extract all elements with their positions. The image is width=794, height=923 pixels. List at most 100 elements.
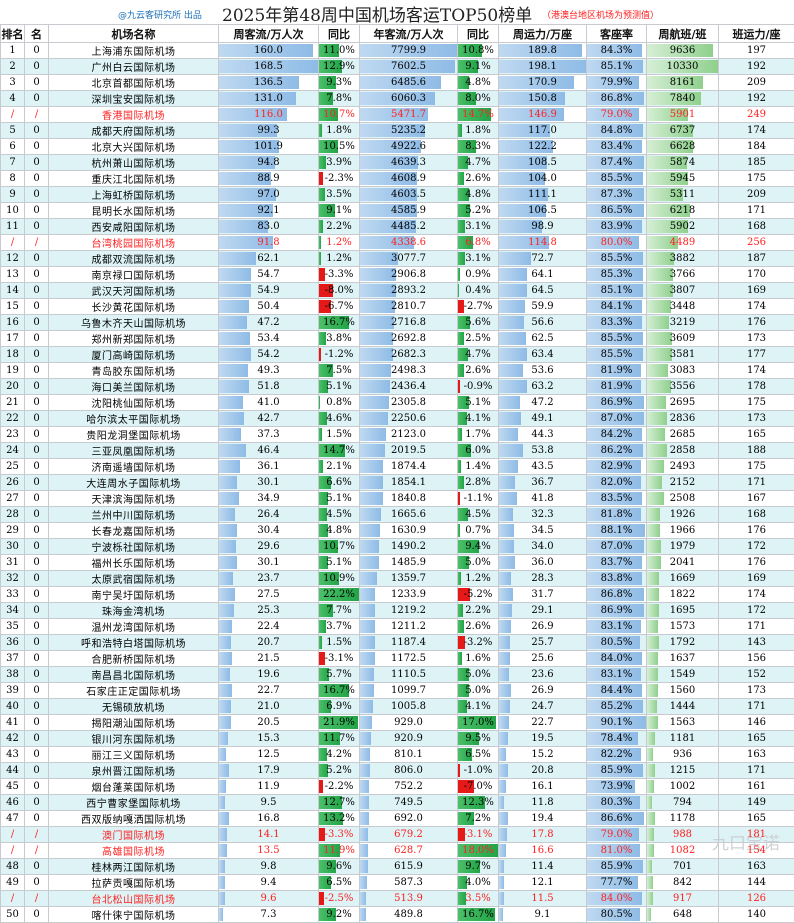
rank-cell: 34 [1, 603, 25, 619]
weekly-yoy-value: 3.7% [326, 621, 351, 632]
rank-cell: 19 [1, 363, 25, 379]
weekly-capacity-cell: 26.9 [499, 683, 587, 699]
annual-pax-cell: 810.1 [360, 747, 458, 763]
weekly-pax-cell: 47.2 [219, 315, 319, 331]
load-factor-cell: 85.1% [587, 59, 647, 75]
weekly-pax-cell: 36.1 [219, 459, 319, 475]
annual-pax-value: 1485.9 [391, 557, 426, 568]
seats-per-flight-value: 256 [747, 237, 766, 248]
airport-name-cell: 沈阳桃仙国际机场 [49, 395, 219, 411]
weekly-capacity-value: 9.1 [535, 909, 551, 920]
weekly-capacity-value: 16.6 [531, 845, 553, 856]
seats-per-flight-value: 181 [747, 829, 766, 840]
weekly-pax-value: 17.9 [257, 765, 279, 776]
annual-pax-cell: 806.0 [360, 763, 458, 779]
seats-per-flight-value: 178 [747, 381, 766, 392]
yoy-bar [319, 332, 326, 345]
annual-pax-cell: 2019.5 [360, 443, 458, 459]
weekly-pax-cell: 97.0 [219, 187, 319, 203]
weekly-flights-value: 3766 [670, 269, 695, 280]
weekly-yoy-value: 3.5% [326, 189, 351, 200]
rank-cell: 9 [1, 187, 25, 203]
airport-name-cell: 澳门国际机场 [49, 827, 219, 843]
weekly-pax-cell: 25.3 [219, 603, 319, 619]
seats-per-flight-cell: 171 [719, 203, 794, 219]
annual-pax-cell: 1187.4 [360, 635, 458, 651]
weekly-capacity-value: 63.4 [531, 349, 553, 360]
weekly-pax-bar [219, 908, 223, 921]
yoy-bar [319, 220, 323, 233]
rank-change-cell: 0 [25, 667, 49, 683]
annual-pax-cell: 4608.9 [360, 171, 458, 187]
weekly-pax-bar [219, 684, 232, 697]
load-factor-cell: 73.9% [587, 779, 647, 795]
annual-pax-bar [360, 748, 370, 761]
weekly-pax-bar [219, 764, 229, 777]
annual-pax-value: 920.9 [394, 733, 423, 744]
weekly-yoy-cell: 3.8% [319, 331, 360, 347]
rank-change-cell: 0 [25, 459, 49, 475]
annual-yoy-value: 1.7% [465, 429, 490, 440]
yoy-bar [458, 620, 464, 633]
seats-per-flight-value: 174 [747, 589, 766, 600]
weekly-pax-value: 7.3 [261, 909, 277, 920]
annual-pax-bar [360, 732, 371, 745]
seats-per-flight-value: 171 [747, 477, 766, 488]
annual-yoy-cell: 8.3% [458, 139, 499, 155]
airport-name-cell: 哈尔滨太平国际机场 [49, 411, 219, 427]
annual-pax-value: 1490.2 [391, 541, 426, 552]
weekly-flights-cell: 794 [647, 795, 719, 811]
seats-per-flight-cell: 174 [719, 299, 794, 315]
weekly-pax-cell: 160.0 [219, 43, 319, 59]
weekly-yoy-value: 16.7% [323, 685, 355, 696]
weekly-flights-value: 794 [673, 797, 692, 808]
weekly-pax-value: 160.0 [254, 45, 283, 56]
rank-change-cell: 0 [25, 715, 49, 731]
weekly-capacity-cell: 53.6 [499, 363, 587, 379]
annual-pax-bar [360, 908, 366, 921]
airport-name-cell: 无锡硕放机场 [49, 699, 219, 715]
weekly-pax-value: 53.4 [257, 333, 279, 344]
annual-pax-value: 1874.4 [391, 461, 426, 472]
weekly-yoy-value: 5.1% [326, 381, 351, 392]
annual-pax-cell: 628.7 [360, 843, 458, 859]
weekly-yoy-value: 0.8% [326, 397, 351, 408]
annual-yoy-value: 0.4% [465, 285, 490, 296]
annual-yoy-cell: 16.7% [458, 907, 499, 923]
annual-pax-bar [360, 828, 368, 841]
yoy-bar [458, 364, 464, 377]
weekly-pax-bar [219, 588, 235, 601]
weekly-flights-cell: 1979 [647, 539, 719, 555]
airport-name-cell: 西双版纳嘎洒国际机场 [49, 811, 219, 827]
weekly-pax-bar [219, 716, 231, 729]
load-factor-cell: 86.8% [587, 91, 647, 107]
weekly-pax-bar [219, 460, 240, 473]
seats-per-flight-value: 163 [747, 749, 766, 760]
weekly-pax-value: 91.8 [257, 237, 279, 248]
weekly-flights-cell: 3083 [647, 363, 719, 379]
annual-pax-value: 2682.3 [391, 349, 426, 360]
weekly-flights-bar [647, 460, 664, 473]
annual-pax-value: 5235.2 [391, 125, 426, 136]
weekly-flights-cell: 1822 [647, 587, 719, 603]
seats-per-flight-cell: 165 [719, 731, 794, 747]
weekly-capacity-cell: 72.7 [499, 251, 587, 267]
annual-pax-bar [360, 332, 393, 345]
airport-name-cell: 青岛胶东国际机场 [49, 363, 219, 379]
rank-cell: 47 [1, 811, 25, 827]
airport-name-cell: 重庆江北国际机场 [49, 171, 219, 187]
annual-pax-bar [360, 796, 369, 809]
annual-yoy-value: 1.8% [465, 125, 490, 136]
airport-name-cell: 烟台蓬莱国际机场 [49, 779, 219, 795]
weekly-capacity-bar [499, 316, 524, 329]
weekly-capacity-value: 53.8 [531, 445, 553, 456]
weekly-pax-cell: 168.5 [219, 59, 319, 75]
annual-pax-bar [360, 700, 373, 713]
weekly-yoy-cell: 13.2% [319, 811, 360, 827]
